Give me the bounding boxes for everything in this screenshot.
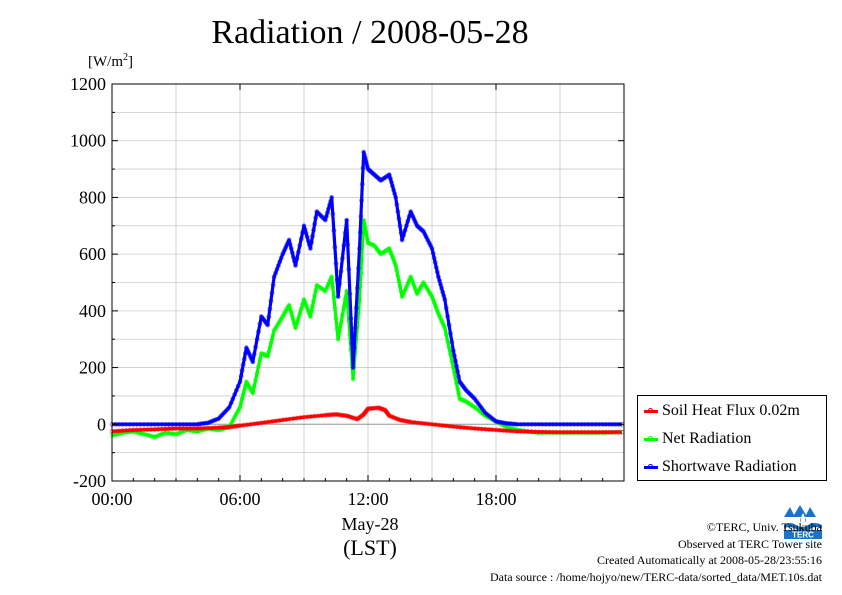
- y-tick-label: 1200: [70, 74, 106, 94]
- credit-source: Data source : /home/hojyo/new/TERC-data/…: [489, 569, 822, 584]
- legend: Soil Heat Flux 0.02m Net Radiation Short…: [637, 395, 827, 481]
- x-axis: 00:00 06:00 12:00 18:00: [91, 84, 604, 509]
- y-tick-label: 600: [79, 244, 106, 264]
- y-axis-unit: [W/m2]: [88, 52, 133, 70]
- x-tick-label: 12:00: [347, 489, 388, 509]
- terc-logo-icon: TERC: [784, 505, 822, 540]
- y-tick-label: 400: [79, 301, 106, 321]
- x-tick-label: 00:00: [91, 489, 132, 509]
- y-tick-label: -200: [73, 471, 106, 491]
- logo-text: TERC: [792, 531, 814, 540]
- legend-label-soil-heat-flux: Soil Heat Flux 0.02m: [662, 402, 800, 419]
- legend-label-net-radiation: Net Radiation: [662, 430, 752, 447]
- credit-copyright: ©TERC, Univ. Tsukuba: [706, 520, 822, 534]
- series-layer: [109, 149, 625, 440]
- y-axis: -200 0 200 400 600 800 1000 1200: [70, 74, 624, 491]
- series-2: [109, 149, 625, 427]
- x-axis-timezone-label: (LST): [343, 535, 397, 560]
- series-line: [112, 150, 622, 426]
- y-tick-label: 800: [79, 187, 106, 207]
- y-tick-label: 1000: [70, 131, 106, 151]
- series-0: [109, 405, 625, 435]
- legend-swatch-shortwave-radiation: [644, 463, 658, 469]
- grid: [112, 84, 624, 481]
- legend-item-soil-heat-flux: Soil Heat Flux 0.02m: [644, 400, 800, 422]
- legend-item-shortwave-radiation: Shortwave Radiation: [644, 456, 797, 478]
- y-tick-label: 200: [79, 358, 106, 378]
- legend-item-net-radiation: Net Radiation: [644, 428, 751, 450]
- legend-swatch-net-radiation: [644, 435, 658, 441]
- credit-observed: Observed at TERC Tower site: [677, 536, 822, 551]
- legend-label-shortwave-radiation: Shortwave Radiation: [662, 458, 797, 475]
- x-axis-date-label: May-28: [341, 514, 399, 534]
- y-tick-label: 0: [97, 414, 106, 434]
- series-line: [111, 218, 622, 439]
- series-1: [109, 217, 625, 440]
- chart-title: Radiation / 2008-05-28: [211, 14, 529, 51]
- x-tick-label: 18:00: [475, 489, 516, 509]
- credits: ©TERC, Univ. Tsukuba Observed at TERC To…: [490, 519, 822, 585]
- series-line: [111, 406, 622, 434]
- credit-created: Created Automatically at 2008-05-28/23:5…: [597, 553, 822, 567]
- x-tick-label: 06:00: [219, 489, 260, 509]
- legend-swatch-soil-heat-flux: [644, 407, 658, 413]
